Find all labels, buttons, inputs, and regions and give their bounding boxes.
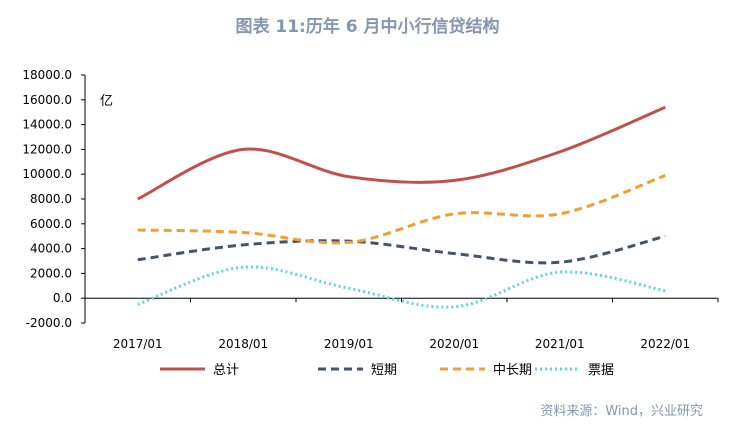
y-tick-label: 14000.0	[22, 118, 72, 132]
series-line-2	[137, 174, 666, 245]
legend: 总计 短期 中长期 票据	[160, 363, 614, 378]
series-layer	[137, 105, 666, 309]
legend-label: 中长期	[493, 363, 532, 378]
legend-label: 票据	[588, 363, 614, 378]
source-note: 资料来源：Wind，兴业研究	[540, 404, 703, 419]
y-unit-label: 亿	[100, 94, 113, 109]
axes: -2000.0 0.0 2000.0 4000.0 6000.0 8000.0 10000.…	[22, 68, 719, 351]
y-tick-label: 12000.0	[22, 142, 72, 156]
series-line-1	[137, 234, 666, 265]
y-tick-label: 4000.0	[30, 242, 72, 256]
x-tick-label: 2022/01	[640, 337, 690, 351]
x-tick-label: 2017/01	[113, 337, 163, 351]
x-tick-label: 2018/01	[218, 337, 268, 351]
chart-title: 图表 11:历年 6 月中小行信贷结构	[235, 17, 500, 37]
y-tick-label: 0.0	[53, 291, 72, 305]
x-tick-label: 2020/01	[429, 337, 479, 351]
legend-label: 总计	[213, 363, 239, 378]
y-tick-label: 18000.0	[22, 68, 72, 82]
y-tick-label: 2000.0	[30, 266, 72, 280]
y-tick-label: 16000.0	[22, 93, 72, 107]
y-tick-label: 6000.0	[30, 217, 72, 231]
y-tick-label: 10000.0	[22, 167, 72, 181]
y-tick-label: 8000.0	[30, 192, 72, 206]
series-line-0	[137, 105, 666, 201]
x-tick-label: 2021/01	[535, 337, 585, 351]
y-tick-label: -2000.0	[26, 316, 72, 330]
x-tick-label: 2019/01	[324, 337, 374, 351]
series-line-3	[137, 265, 666, 309]
legend-label: 短期	[371, 363, 397, 378]
